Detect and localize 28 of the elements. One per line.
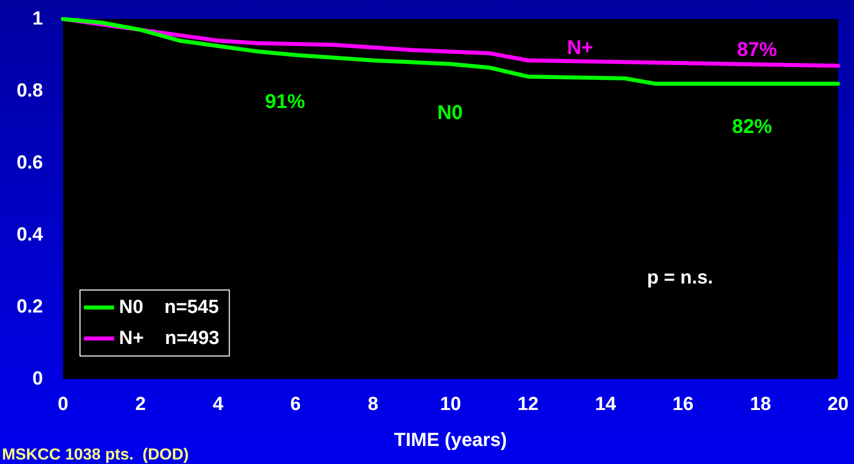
x-tick-label: 6	[290, 394, 301, 415]
x-tick-label: 18	[750, 394, 772, 415]
legend-label: N0 n=545	[119, 297, 220, 318]
x-tick-label: 10	[440, 394, 462, 415]
y-tick-label: 1	[32, 8, 44, 30]
x-tick-label: 12	[517, 394, 539, 415]
x-tick-label: 20	[827, 394, 849, 415]
x-tick-label: 14	[594, 394, 616, 415]
text: MSKCC 1038 pts. (DOD)	[2, 446, 189, 464]
y-tick-label: 0.6	[16, 152, 43, 174]
x-tick-label: 16	[672, 394, 694, 415]
legend-label: N+ n=493	[119, 328, 220, 349]
annotation: 87%	[736, 39, 778, 61]
annotation: N0	[437, 102, 463, 124]
annotation: p = n.s.	[647, 268, 713, 288]
y-tick-label: 0	[32, 368, 43, 390]
x-axis-title: TIME (years)	[394, 430, 507, 451]
line-series	[61, 17, 840, 86]
x-tick-label: 2	[135, 394, 146, 415]
x-tick-label: 8	[368, 394, 378, 415]
x-tick-label: 0	[58, 394, 68, 415]
y-tick-label: 0.2	[16, 296, 43, 318]
x-tick-label: 4	[212, 394, 224, 415]
y-tick-label: 0.4	[16, 224, 44, 246]
y-tick-label: 0.8	[16, 80, 43, 102]
annotation: 91%	[264, 91, 306, 113]
annotation: 82%	[732, 116, 772, 138]
annotation: N+	[566, 37, 594, 59]
